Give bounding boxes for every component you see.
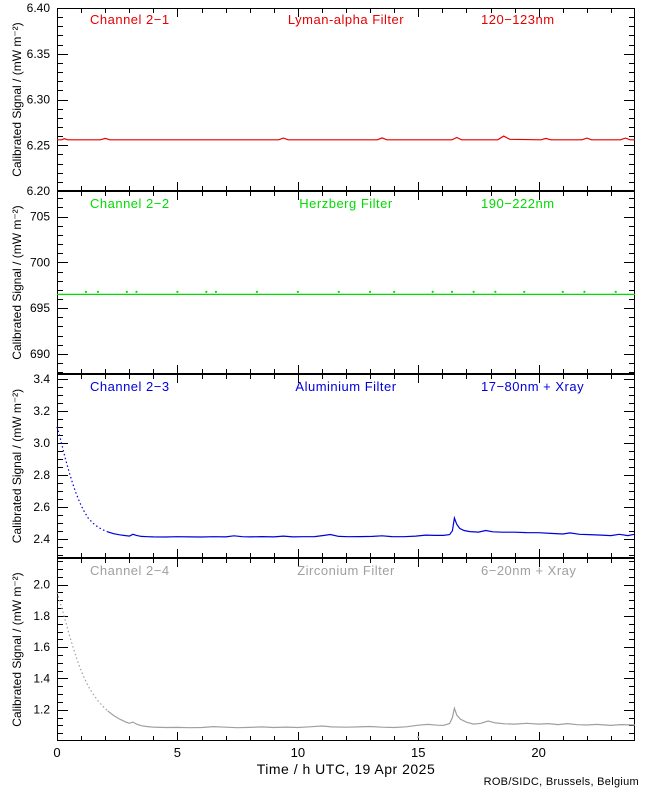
y-axis-label: Calibrated Signal / (mW m⁻²)	[10, 572, 24, 726]
y-tick-label: 700	[30, 255, 50, 269]
y-tick-label: 705	[30, 210, 50, 224]
y-tick-label: 3.0	[33, 436, 50, 450]
y-tick-label: 6.25	[27, 138, 51, 152]
series-decay-dotted	[56, 426, 108, 533]
y-axis-label: Calibrated Signal / (mW m⁻²)	[10, 389, 24, 543]
y-tick-label: 3.4	[33, 372, 50, 386]
axis-ticks	[58, 375, 634, 557]
x-tick-label: 5	[174, 745, 181, 760]
y-tick-label: 1.4	[33, 671, 50, 685]
series-line	[107, 705, 636, 729]
channel-label-2-4: Channel 2−4	[90, 563, 170, 578]
x-tick-label: 0	[53, 745, 60, 760]
y-tick-label: 2.8	[33, 468, 50, 482]
plot-area-channel-2-2: 690 695 700 705 Calibrated Signal / (mW m⁻²)	[10, 191, 635, 374]
x-tick-label: 15	[411, 745, 425, 760]
y-tick-label: 1.2	[33, 703, 50, 717]
axis-ticks	[58, 559, 634, 740]
axis-ticks	[58, 192, 634, 373]
channel-label-2-3: Channel 2−3	[90, 379, 170, 394]
plot-frame	[57, 374, 635, 558]
y-axis-label: Calibrated Signal / (mW m⁻²)	[10, 22, 24, 176]
y-tick-label: 6.35	[27, 47, 51, 61]
series-decay-dotted	[56, 592, 109, 712]
filter-label-2-1: Lyman-alpha Filter	[287, 12, 405, 27]
outlier-dots	[417, 735, 420, 739]
channel-label-2-2: Channel 2−2	[90, 196, 170, 211]
calibration-dots	[84, 290, 617, 293]
y-tick-label: 695	[30, 301, 50, 315]
filter-label-2-4: Zirconium Filter	[297, 563, 395, 578]
credit-text: ROB/SIDC, Brussels, Belgium	[483, 776, 639, 788]
y-tick-label: 1.6	[33, 640, 50, 654]
y-tick-label: 1.8	[33, 609, 50, 623]
x-tick-label: 20	[531, 745, 545, 760]
filter-label-2-2: Herzberg Filter	[299, 196, 393, 211]
plot-area-channel-2-4: 1.2 1.4 1.6 1.8 2.0 Calibrated Signal / (mW m…	[10, 558, 636, 760]
y-tick-label: 6.20	[27, 184, 51, 198]
y-tick-label: 2.6	[33, 500, 50, 514]
x-tick-label: 10	[291, 745, 305, 760]
y-tick-label: 2.4	[33, 532, 50, 546]
plot-frame	[57, 191, 635, 374]
y-axis-label: Calibrated Signal / (mW m⁻²)	[10, 205, 24, 359]
y-tick-label: 3.2	[33, 404, 50, 418]
y-tick-label: 6.30	[27, 93, 51, 107]
series-line	[57, 135, 635, 141]
range-label-2-1: 120−123nm	[481, 12, 555, 27]
y-tick-label: 2.0	[33, 578, 50, 592]
range-label-2-3: 17−80nm + Xray	[481, 379, 585, 394]
axis-ticks	[58, 9, 634, 190]
filter-label-2-3: Aluminium Filter	[295, 379, 397, 394]
plot-frame	[57, 8, 635, 191]
y-tick-label: 6.40	[27, 1, 51, 15]
range-label-2-2: 190−222nm	[481, 196, 555, 211]
series-line	[107, 515, 636, 538]
plot-area-channel-2-3: 2.4 2.6 2.8 3.0 3.2 3.4 Calibrated Signal / (m…	[10, 372, 636, 558]
x-axis-title: Time / h UTC, 19 Apr 2025	[256, 761, 436, 777]
channel-label-2-1: Channel 2−1	[90, 12, 170, 27]
range-label-2-4: 6−20nm + Xray	[481, 563, 577, 578]
y-tick-label: 690	[30, 347, 50, 361]
plot-frame	[57, 558, 635, 741]
